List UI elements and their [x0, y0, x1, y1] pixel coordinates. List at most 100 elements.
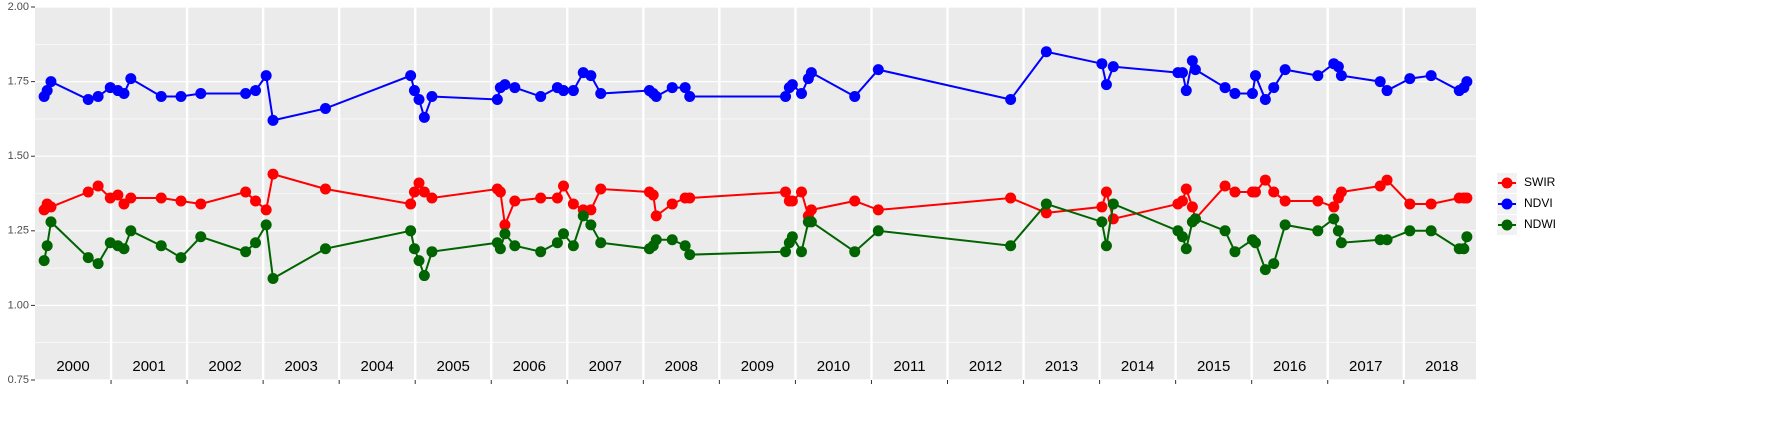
data-point — [1180, 85, 1192, 97]
legend-point — [1501, 219, 1513, 231]
data-point — [92, 180, 104, 192]
data-point — [1279, 219, 1291, 231]
data-point — [567, 198, 579, 210]
data-point — [1100, 240, 1112, 252]
data-point — [805, 216, 817, 228]
data-point — [509, 240, 521, 252]
data-point — [1246, 88, 1258, 100]
year-label: 2001 — [132, 358, 165, 375]
data-point — [45, 201, 57, 213]
y-tick-label: 2.00 — [8, 1, 29, 13]
data-point — [112, 189, 124, 201]
data-point — [240, 246, 252, 258]
data-point — [92, 91, 104, 103]
data-point — [1425, 198, 1437, 210]
data-point — [595, 88, 607, 100]
data-point — [1404, 225, 1416, 237]
data-point — [125, 192, 137, 204]
data-point — [418, 186, 430, 198]
data-point — [155, 240, 167, 252]
data-point — [319, 243, 331, 255]
y-tick-label: 1.75 — [8, 76, 29, 88]
data-point — [577, 210, 589, 222]
legend-label: NDVI — [1524, 196, 1553, 210]
data-point — [557, 180, 569, 192]
data-point — [1005, 94, 1017, 106]
data-point — [260, 70, 272, 82]
data-point — [82, 186, 94, 198]
data-point — [82, 94, 94, 106]
data-point — [509, 195, 521, 207]
data-point — [1249, 237, 1261, 249]
y-tick-label: 1.50 — [8, 150, 29, 162]
data-point — [585, 204, 597, 216]
data-point — [1404, 73, 1416, 85]
data-point — [41, 240, 53, 252]
data-point — [260, 219, 272, 231]
data-point — [491, 94, 503, 106]
data-point — [408, 243, 420, 255]
data-point — [535, 246, 547, 258]
data-point — [1332, 61, 1344, 73]
year-label: 2016 — [1273, 358, 1306, 375]
data-point — [405, 70, 417, 82]
data-point — [260, 204, 272, 216]
data-point — [195, 198, 207, 210]
data-point — [1186, 55, 1198, 67]
data-point — [535, 91, 547, 103]
data-point — [499, 79, 511, 91]
data-point — [1107, 61, 1119, 73]
data-point — [1259, 94, 1271, 106]
data-point — [1328, 213, 1340, 225]
data-point — [1186, 201, 1198, 213]
data-point — [499, 219, 511, 231]
year-label: 2005 — [437, 358, 470, 375]
data-point — [499, 228, 511, 240]
data-point — [1100, 79, 1112, 91]
data-point — [1335, 186, 1347, 198]
year-label: 2007 — [589, 358, 622, 375]
data-point — [45, 76, 57, 88]
data-point — [1312, 195, 1324, 207]
data-point — [1180, 243, 1192, 255]
data-point — [1176, 195, 1188, 207]
year-label: 2000 — [56, 358, 89, 375]
data-point — [535, 192, 547, 204]
year-label: 2006 — [513, 358, 546, 375]
year-label: 2015 — [1197, 358, 1230, 375]
data-point — [319, 183, 331, 195]
data-point — [805, 204, 817, 216]
data-point — [567, 240, 579, 252]
data-point — [684, 249, 696, 261]
data-point — [267, 114, 279, 126]
year-label: 2018 — [1425, 358, 1458, 375]
data-point — [175, 91, 187, 103]
data-point — [1229, 246, 1241, 258]
data-point — [650, 210, 662, 222]
data-point — [1005, 240, 1017, 252]
y-tick-label: 0.75 — [8, 374, 29, 386]
data-point — [413, 177, 425, 189]
data-point — [45, 216, 57, 228]
data-point — [567, 85, 579, 97]
data-point — [1219, 225, 1231, 237]
data-point — [426, 246, 438, 258]
data-point — [1180, 183, 1192, 195]
data-point — [786, 195, 798, 207]
data-point — [805, 67, 817, 79]
data-point — [1259, 174, 1271, 186]
data-point — [1107, 198, 1119, 210]
data-point — [1461, 231, 1473, 243]
data-point — [786, 79, 798, 91]
data-point — [1096, 216, 1108, 228]
data-point — [647, 189, 659, 201]
data-point — [408, 85, 420, 97]
data-point — [1005, 192, 1017, 204]
data-point — [1381, 234, 1393, 246]
data-point — [1328, 201, 1340, 213]
data-point — [1040, 198, 1052, 210]
data-point — [1374, 76, 1386, 88]
data-point — [1176, 67, 1188, 79]
year-label: 2013 — [1045, 358, 1078, 375]
